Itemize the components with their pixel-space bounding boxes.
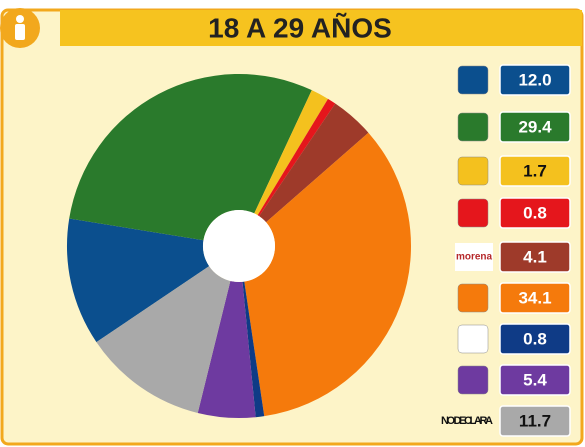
chart-title: 18 A 29 AÑOS [208, 12, 392, 43]
donut-hole [203, 210, 275, 282]
slice [259, 103, 369, 223]
slice [67, 218, 210, 343]
slice [257, 98, 336, 217]
value-box [499, 405, 571, 437]
slice [242, 281, 265, 418]
party-logo [457, 65, 489, 95]
category-label: morena [456, 252, 493, 263]
person-icon-head [16, 15, 24, 23]
value-box [499, 282, 571, 314]
slice [244, 132, 412, 417]
value-label: 1.7 [523, 161, 547, 180]
value-box [499, 241, 571, 273]
party-logo [455, 243, 493, 271]
value-box [499, 197, 571, 229]
slice [69, 74, 312, 241]
value-label: 34.1 [518, 288, 551, 307]
party-logo [457, 365, 489, 395]
value-label: 29.4 [518, 117, 552, 136]
value-box [499, 155, 571, 187]
value-box [499, 64, 571, 96]
party-logo [457, 112, 489, 142]
party-logo [457, 198, 489, 228]
party-logo [457, 324, 489, 354]
value-box [499, 364, 571, 396]
title-bar [60, 10, 582, 46]
pie [67, 74, 412, 418]
legend: 12.0 29.4 1.7 0.8 4.1 morena 34.1 0.8 5.4 11.7 NO … [441, 64, 571, 437]
party-logo [457, 156, 489, 186]
category-label: NO DECLARA [441, 415, 493, 427]
value-label: 5.4 [523, 370, 547, 389]
value-label: 4.1 [523, 247, 547, 266]
value-label: 0.8 [523, 329, 547, 348]
party-logo [457, 283, 489, 313]
value-box [499, 323, 571, 355]
slice [96, 266, 231, 413]
value-label: 12.0 [518, 70, 551, 89]
person-icon-body [15, 24, 25, 40]
value-label: 11.7 [519, 411, 551, 430]
value-label: 0.8 [523, 203, 547, 222]
value-box [499, 111, 571, 143]
slice [197, 280, 256, 418]
slice [254, 90, 328, 216]
